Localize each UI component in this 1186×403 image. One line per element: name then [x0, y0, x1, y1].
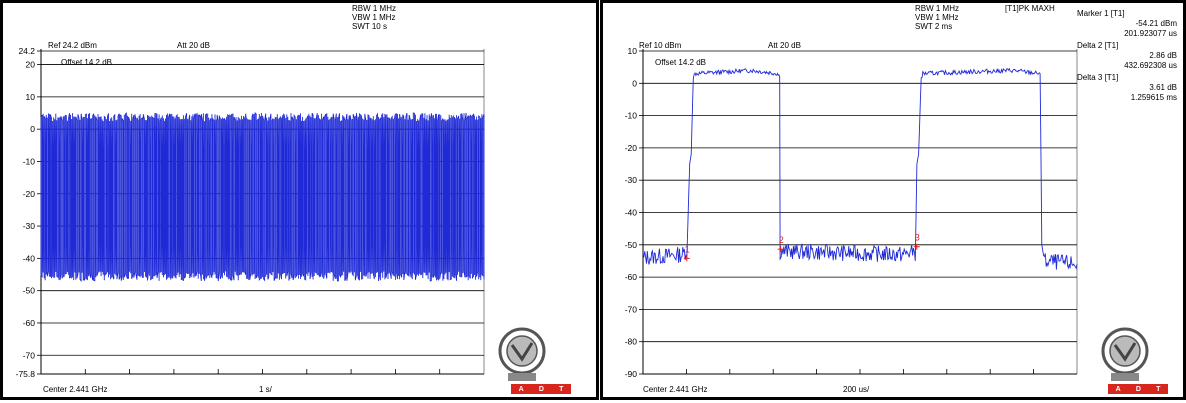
marker-1-label: Marker 1 [T1] — [1077, 9, 1125, 18]
marker-1-time: 201.923077 us — [1124, 29, 1177, 38]
swt-label: SWT 2 ms — [915, 22, 953, 31]
sweep-per-div-label: 200 us/ — [843, 385, 870, 394]
center-frequency-label: Center 2.441 GHz — [43, 385, 108, 394]
y-tick-label: -70 — [23, 350, 36, 360]
offset-label: Offset 14.2 dB — [655, 58, 706, 67]
rbw-label: RBW 1 MHz — [352, 4, 396, 13]
y-tick-label: -70 — [625, 304, 638, 314]
y-tick-label: -80 — [625, 337, 638, 347]
rbw-label: RBW 1 MHz — [915, 4, 959, 13]
y-tick-label: -40 — [23, 253, 36, 263]
attenuation-label: Att 20 dB — [177, 41, 210, 50]
marker-id-label: 3 — [915, 233, 920, 243]
delta-3-time: 1.259615 ms — [1130, 93, 1177, 102]
spectrum-panel-right: RBW 1 MHz VBW 1 MHz SWT 2 ms [T1]PK MAXH… — [600, 0, 1186, 400]
y-tick-label: 0 — [30, 124, 35, 134]
hopping-trace-line — [40, 111, 485, 283]
delta-3-label: Delta 3 [T1] — [1077, 73, 1119, 82]
burst-trace-line — [642, 67, 1078, 270]
ref-level-label: Ref 24.2 dBm — [48, 41, 97, 50]
adt-letter-t: T — [559, 385, 564, 393]
y-tick-label: 10 — [26, 92, 36, 102]
y-tick-label: -30 — [625, 175, 638, 185]
swt-label: SWT 10 s — [352, 22, 387, 31]
spectrum-plot-left: 24.2 20 10 0 -10 -20 -30 -40 -50 -60 -70 -75.8 — [16, 46, 485, 379]
y-tick-label: 10 — [628, 46, 638, 56]
offset-label: Offset 14.2 dB — [61, 58, 112, 67]
spectrum-plot-right: 10 0 -10 -20 -30 -40 -50 -60 -70 -80 -90 1 2 3 — [625, 46, 1078, 379]
y-tick-label: -10 — [625, 111, 638, 121]
spectrum-panel-left: RBW 1 MHz VBW 1 MHz SWT 10 s Ref 24.2 dB… — [0, 0, 599, 400]
bureau-veritas-logo — [1097, 323, 1153, 393]
adt-brand-bar: A D T — [1108, 384, 1168, 394]
delta-2-time: 432.692308 us — [1124, 61, 1177, 70]
y-tick-label: -90 — [625, 369, 638, 379]
adt-letter-a: A — [1115, 385, 1121, 393]
delta-3-level: 3.61 dB — [1149, 83, 1177, 92]
ref-level-label: Ref 10 dBm — [639, 41, 682, 50]
trace-mode-label: [T1]PK MAXH — [1005, 4, 1055, 13]
y-tick-label: -40 — [625, 208, 638, 218]
y-tick-label: -50 — [625, 240, 638, 250]
vbw-label: VBW 1 MHz — [352, 13, 396, 22]
marker-id-label: 1 — [685, 244, 690, 254]
adt-letter-d: D — [538, 385, 544, 393]
attenuation-label: Att 20 dB — [768, 41, 801, 50]
adt-letter-t: T — [1156, 385, 1161, 393]
y-tick-label: -30 — [23, 221, 36, 231]
sweep-per-div-label: 1 s/ — [259, 385, 272, 394]
center-frequency-label: Center 2.441 GHz — [643, 385, 708, 394]
y-tick-label: 0 — [632, 78, 637, 88]
bureau-veritas-logo — [494, 323, 550, 393]
vbw-label: VBW 1 MHz — [915, 13, 959, 22]
marker-1-level: -54.21 dBm — [1135, 19, 1177, 28]
adt-letter-a: A — [518, 385, 524, 393]
y-tick-label: -10 — [23, 156, 36, 166]
adt-brand-bar: A D T — [511, 384, 571, 394]
delta-2-label: Delta 2 [T1] — [1077, 41, 1119, 50]
y-tick-label: 24.2 — [18, 46, 35, 56]
y-tick-label: -20 — [23, 189, 36, 199]
y-tick-label: -20 — [625, 143, 638, 153]
delta-2-level: 2.86 dB — [1149, 51, 1177, 60]
marker-id-label: 2 — [779, 235, 784, 245]
y-tick-label: -50 — [23, 286, 36, 296]
adt-letter-d: D — [1135, 385, 1141, 393]
y-tick-label: -75.8 — [16, 369, 36, 379]
y-tick-label: -60 — [23, 318, 36, 328]
y-tick-label: 20 — [26, 60, 36, 70]
y-tick-label: -60 — [625, 272, 638, 282]
